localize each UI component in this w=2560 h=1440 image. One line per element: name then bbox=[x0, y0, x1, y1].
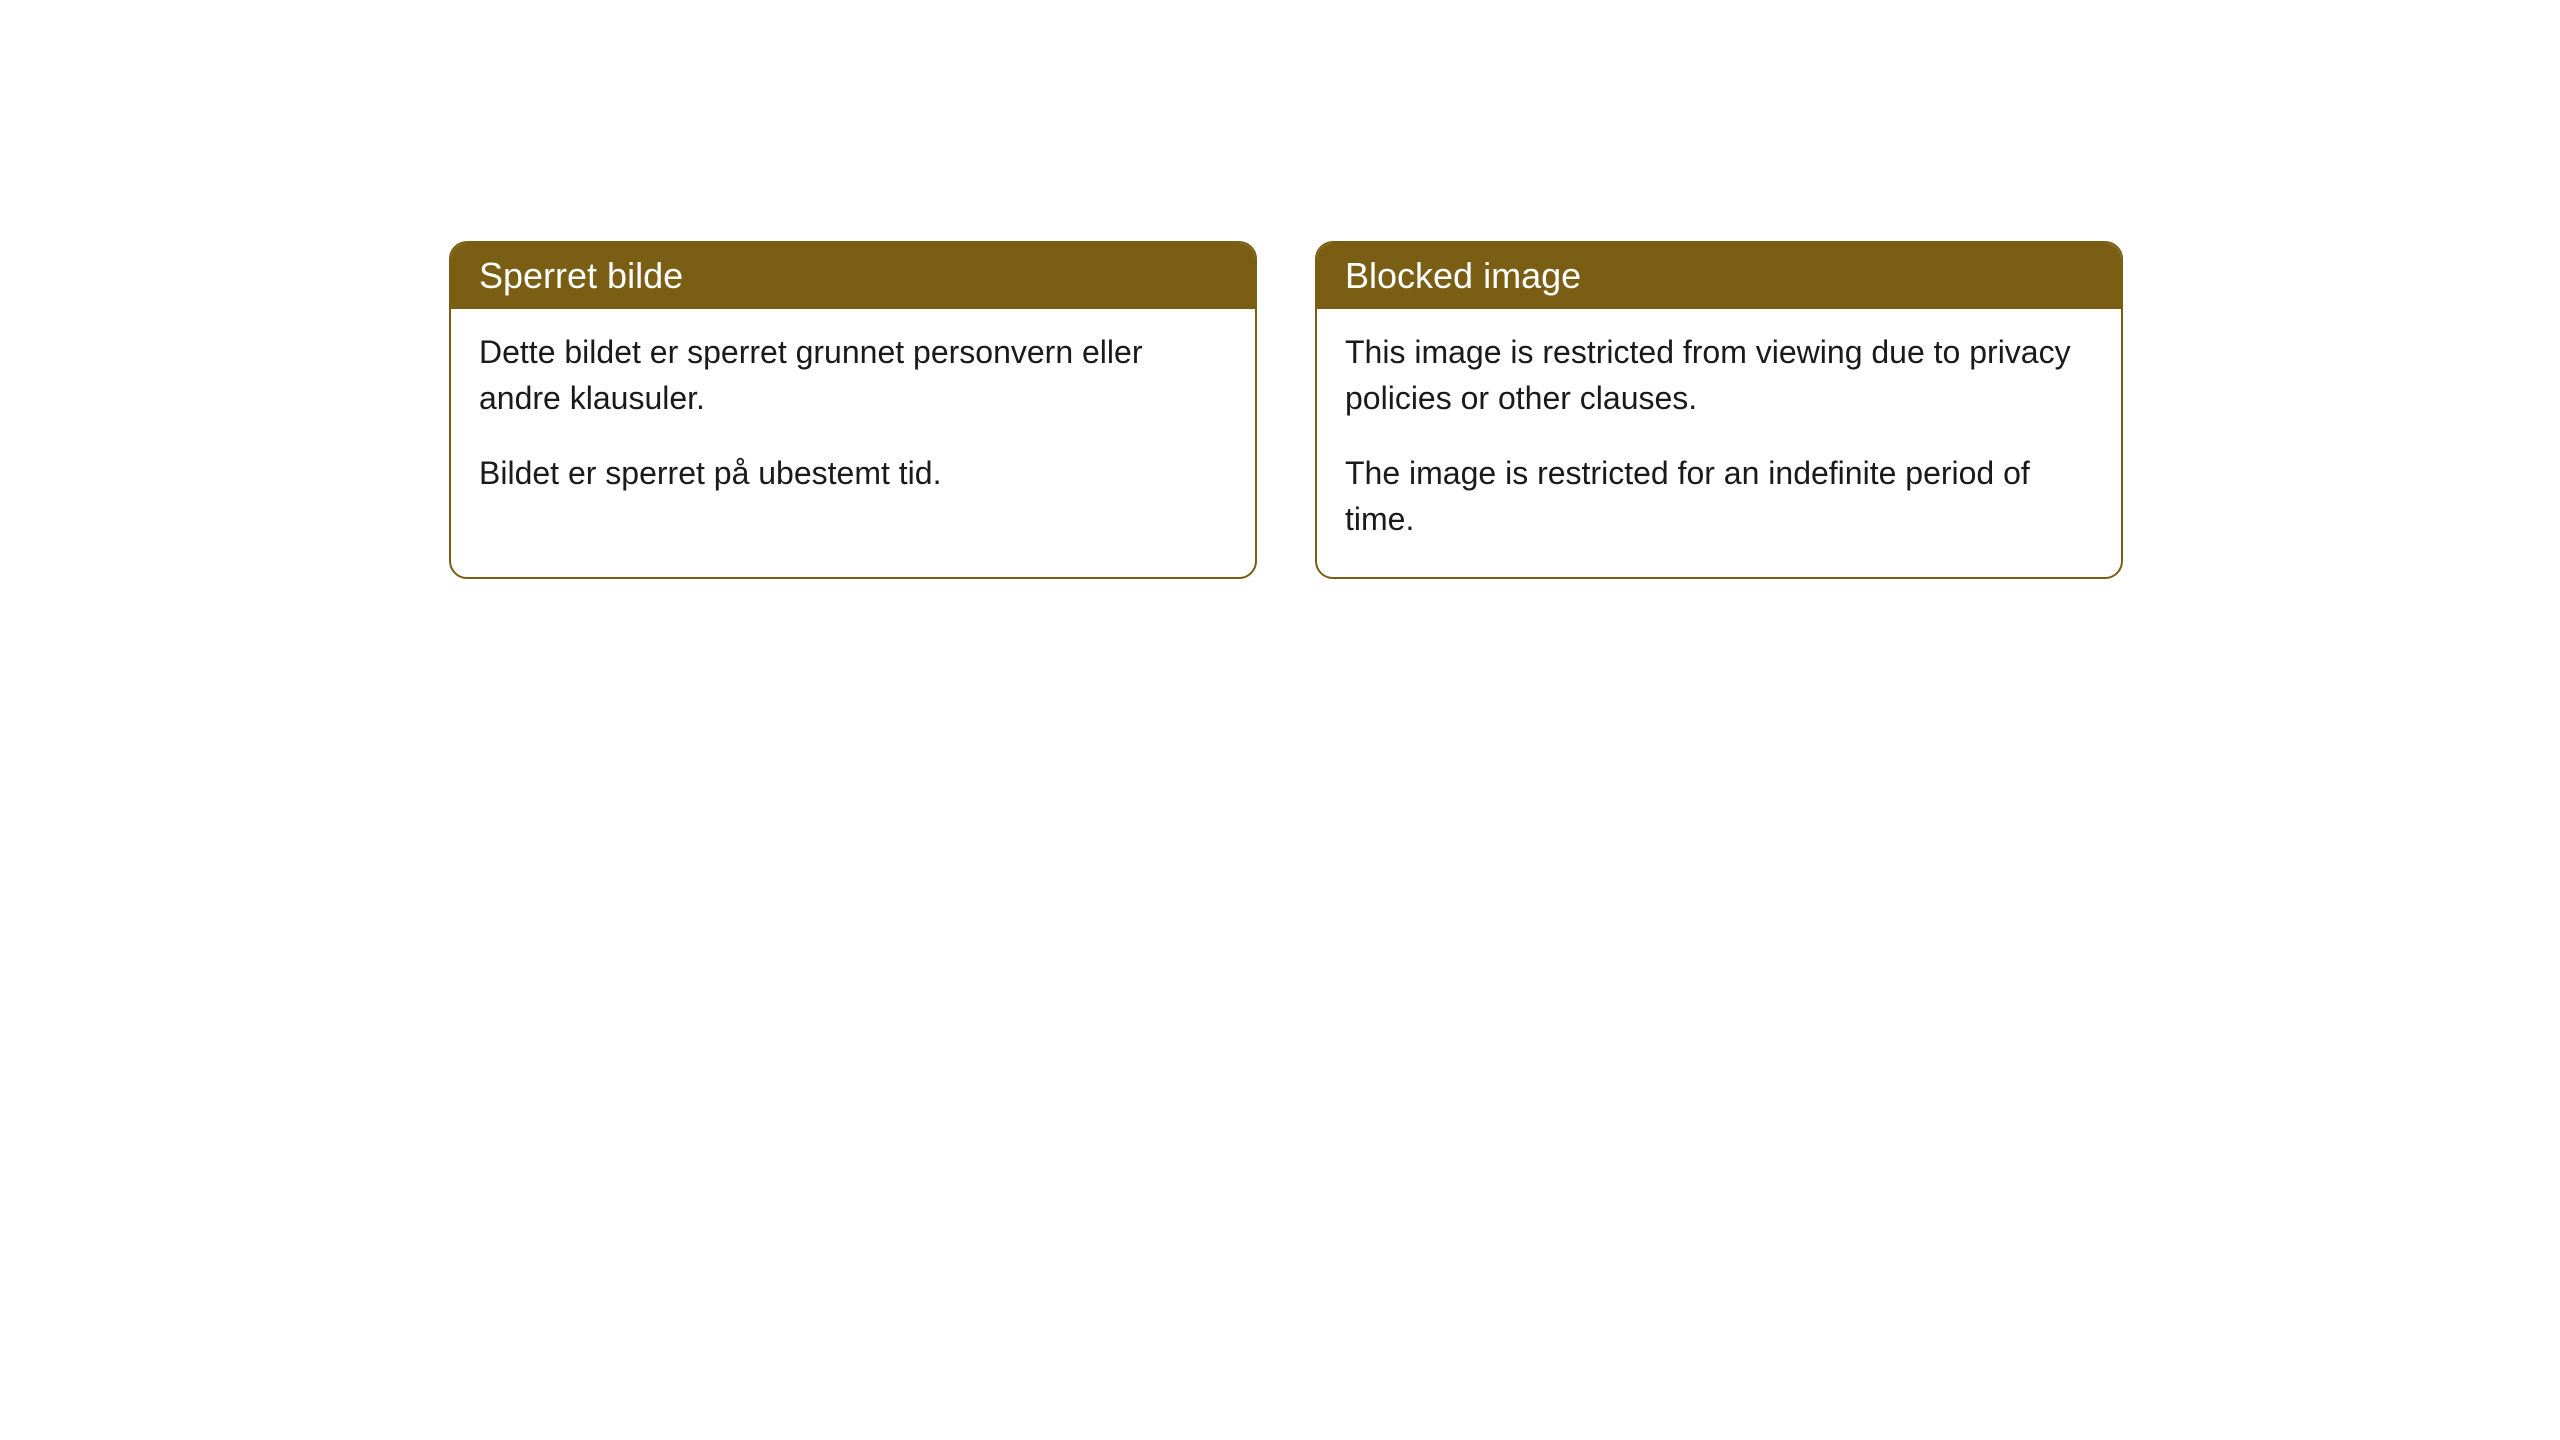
notice-container: Sperret bilde Dette bildet er sperret gr… bbox=[449, 241, 2123, 579]
notice-header: Blocked image bbox=[1317, 243, 2121, 309]
notice-card-english: Blocked image This image is restricted f… bbox=[1315, 241, 2123, 579]
notice-body: Dette bildet er sperret grunnet personve… bbox=[451, 309, 1255, 530]
notice-paragraph: The image is restricted for an indefinit… bbox=[1345, 450, 2093, 543]
notice-paragraph: Dette bildet er sperret grunnet personve… bbox=[479, 329, 1227, 422]
notice-title: Blocked image bbox=[1345, 255, 1581, 296]
notice-title: Sperret bilde bbox=[479, 255, 683, 296]
notice-body: This image is restricted from viewing du… bbox=[1317, 309, 2121, 577]
notice-paragraph: This image is restricted from viewing du… bbox=[1345, 329, 2093, 422]
notice-card-norwegian: Sperret bilde Dette bildet er sperret gr… bbox=[449, 241, 1257, 579]
notice-paragraph: Bildet er sperret på ubestemt tid. bbox=[479, 450, 1227, 496]
notice-header: Sperret bilde bbox=[451, 243, 1255, 309]
